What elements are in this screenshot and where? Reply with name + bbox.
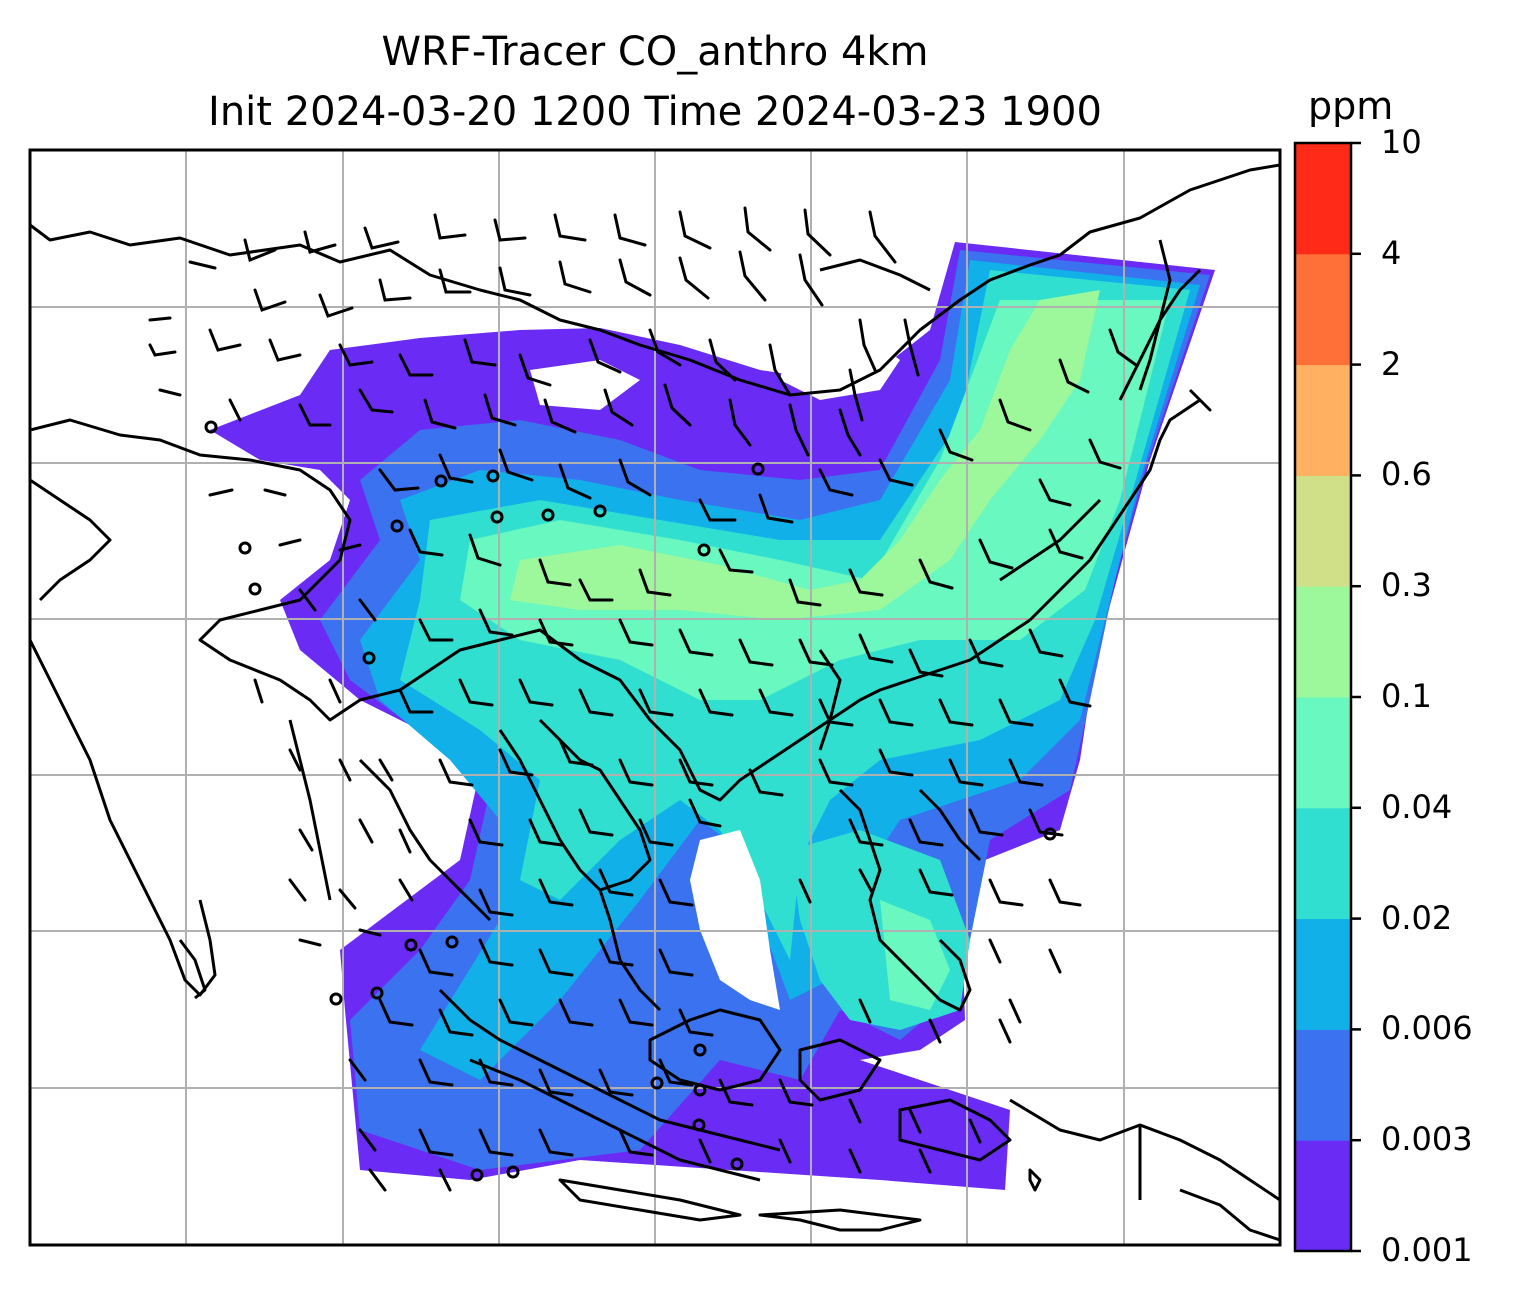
colorbar-swatch xyxy=(1295,1140,1351,1252)
colorbar-swatch xyxy=(1295,918,1351,1030)
map-title: WRF-Tracer CO_anthro 4km xyxy=(381,29,929,75)
map-subtitle: Init 2024-03-20 1200 Time 2024-03-23 190… xyxy=(208,89,1102,135)
colorbar-swatch xyxy=(1295,364,1351,476)
map-gridlines xyxy=(30,150,1280,1245)
colorbar-tick-label: 0.04 xyxy=(1381,787,1453,826)
map-frame xyxy=(28,148,1282,1247)
colorbar-tick-label: 4 xyxy=(1381,233,1402,272)
colorbar-tick-label: 0.6 xyxy=(1381,455,1432,494)
colorbar-swatch xyxy=(1295,475,1351,587)
coastlines xyxy=(30,163,1280,1242)
colorbar-tick-label: 2 xyxy=(1381,344,1402,383)
wind-barbs xyxy=(148,206,1138,1192)
colorbar-tick-label: 0.02 xyxy=(1381,898,1453,937)
colorbar-tick-label: 0.3 xyxy=(1381,566,1432,605)
colorbar-swatch xyxy=(1295,807,1351,920)
colorbar-units: ppm xyxy=(1308,84,1394,128)
colorbar-swatch xyxy=(1295,697,1351,809)
colorbar-tick-label: 0.006 xyxy=(1381,1009,1473,1048)
colorbar-tick-label: 10 xyxy=(1381,123,1422,161)
colorbar-tick-label: 0.003 xyxy=(1381,1120,1473,1159)
colorbar-swatch xyxy=(1295,1029,1351,1141)
calm-markers xyxy=(204,420,1057,1182)
colorbar-swatch xyxy=(1295,253,1351,366)
colorbar-swatch xyxy=(1295,586,1351,698)
colorbar-tick-label: 0.1 xyxy=(1381,677,1432,715)
colorbar-tick-label: 0.001 xyxy=(1381,1231,1473,1269)
colorbar-swatch xyxy=(1295,143,1351,255)
